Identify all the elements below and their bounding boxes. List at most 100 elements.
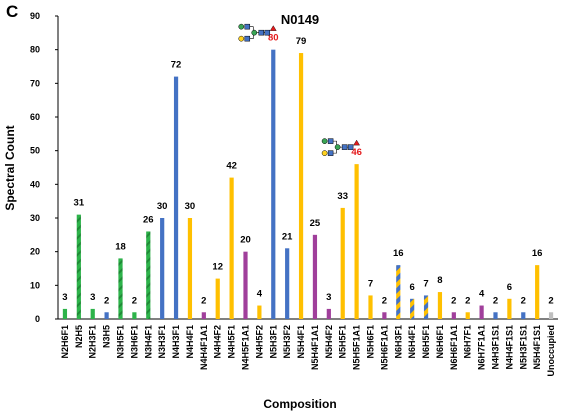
x-tick-label: N4H4F1S1 <box>504 325 514 370</box>
fucose-triangle-icon <box>353 139 360 146</box>
data-label: 30 <box>157 201 168 212</box>
glycan-icons <box>238 23 360 156</box>
glycan-structure-icon-n5h5f1a1 <box>321 138 360 156</box>
bar-n6h6f1a1 <box>451 312 456 319</box>
y-ticks: 0 10 20 30 40 50 60 70 80 90 <box>30 11 58 324</box>
x-tick-label: N4H4F1 <box>185 325 195 359</box>
bar-n2h3f1 <box>90 308 95 319</box>
bar-n5h3f1s1 <box>521 312 526 319</box>
bar-n5h4f2 <box>326 308 331 319</box>
bar-n4h4f2 <box>215 278 220 319</box>
bar-n6h6f1 <box>437 292 443 319</box>
data-label: 7 <box>423 278 428 289</box>
bar-n5h3f1 <box>271 49 276 320</box>
x-tick-label: N6H7F1A1 <box>477 325 487 370</box>
hexose-circle-icon <box>334 144 341 150</box>
hexose-circle-icon <box>321 138 328 144</box>
x-tick-label: N4H5F2 <box>254 325 264 359</box>
bar-n5h5f1a1 <box>354 164 359 319</box>
x-tick-label: N4H3F1S1 <box>491 325 501 370</box>
y-tick-label: 60 <box>30 112 40 122</box>
data-label: 6 <box>507 282 512 293</box>
bar-n4h5f2 <box>257 305 262 319</box>
y-tick-label: 90 <box>30 11 40 21</box>
data-label: 80 <box>268 33 279 44</box>
bar-unoccupied <box>548 312 554 319</box>
x-tick-label: N5H3F2 <box>282 325 292 359</box>
glcnac-square-icon <box>347 144 354 150</box>
data-label: 2 <box>465 295 470 306</box>
x-tick-label: N5H6F1A1 <box>379 325 389 370</box>
x-tick-label: N5H3F1S1 <box>518 325 528 370</box>
panel-letter: C <box>6 2 18 21</box>
x-tick-label: N5H5F1A1 <box>352 325 362 370</box>
bar-n4h4f1 <box>187 218 193 319</box>
x-tick-label: N6H7F1 <box>463 325 473 359</box>
bar-n3h4f1 <box>146 231 151 319</box>
data-label: 33 <box>337 191 348 202</box>
y-axis-label: Spectral Count <box>3 125 17 210</box>
bar-n5h3f2 <box>285 248 290 319</box>
data-label: 21 <box>282 231 293 242</box>
x-axis-label: Composition <box>263 397 336 411</box>
glcnac-square-icon <box>327 150 334 156</box>
hexose-circle-icon <box>238 23 245 30</box>
bar-n4h5f1 <box>229 177 234 319</box>
data-label: 3 <box>90 292 95 303</box>
data-label: 2 <box>548 295 553 306</box>
data-label: 2 <box>201 295 206 306</box>
hexose-circle-icon <box>251 29 258 36</box>
y-tick-label: 80 <box>30 45 40 55</box>
glcnac-square-icon <box>341 144 348 150</box>
data-label: 31 <box>74 198 85 209</box>
x-tick-label: N4H3F1 <box>171 325 181 359</box>
data-label: 72 <box>171 60 182 71</box>
bar-n3h3f1 <box>160 218 165 319</box>
data-label: 2 <box>521 295 526 306</box>
bar-n4h4f1s1 <box>507 298 512 319</box>
y-tick-label: 20 <box>30 247 40 257</box>
bar-n6h7f1 <box>465 312 470 319</box>
data-label: 4 <box>257 289 263 300</box>
hexose-circle-icon <box>321 150 328 156</box>
x-tick-label: N6H5F1 <box>421 325 431 359</box>
data-label: 8 <box>437 275 442 286</box>
x-tick-label: N5H4F1 <box>296 325 306 359</box>
x-tick-label: N5H5F1 <box>338 325 348 359</box>
data-label: 3 <box>326 292 331 303</box>
x-tick-label: N5H6F1 <box>366 325 376 359</box>
data-label: 30 <box>185 201 196 212</box>
data-label: 20 <box>240 235 251 246</box>
bar-n5h5f1 <box>340 207 345 319</box>
x-tick-label: N3H3F1 <box>157 325 167 359</box>
hexose-circle-icon <box>238 35 245 42</box>
bar-n4h3f1 <box>173 76 179 319</box>
bar-n5h4f1 <box>298 53 304 320</box>
y-tick-label: 10 <box>30 280 40 290</box>
x-tick-label: N3H5 <box>102 325 112 348</box>
bar-n6h3f1 <box>396 265 401 319</box>
bar-n6h5f1 <box>423 295 429 319</box>
x-tick-label: N4H5F1A1 <box>241 325 251 370</box>
bar-n5h4f1s1 <box>535 265 540 319</box>
data-label: 2 <box>493 295 498 306</box>
x-tick-label: N3H5F1 <box>116 325 126 359</box>
bar-n5h6f1 <box>368 295 373 319</box>
data-label: 6 <box>410 282 415 293</box>
chart-title: N0149 <box>281 12 319 27</box>
bar-n2h6f1 <box>62 308 68 319</box>
x-tick-label: N3H6F1 <box>129 325 139 359</box>
glcnac-square-icon <box>244 35 251 42</box>
x-tick-label: N2H3F1 <box>88 325 98 359</box>
glcnac-square-icon <box>244 23 251 30</box>
x-tick-label: N4H4F2 <box>213 325 223 359</box>
x-tick-label: N2H6F1 <box>60 325 70 359</box>
x-tick-label: Unoccupied <box>546 325 556 377</box>
data-label: 18 <box>115 241 126 252</box>
bar-n3h5f1 <box>118 258 123 319</box>
x-tick-label: N4H5F1 <box>227 325 237 359</box>
data-label: 25 <box>310 218 321 229</box>
x-tick-label: N5H4F2 <box>324 325 334 359</box>
data-label: 16 <box>532 248 543 259</box>
